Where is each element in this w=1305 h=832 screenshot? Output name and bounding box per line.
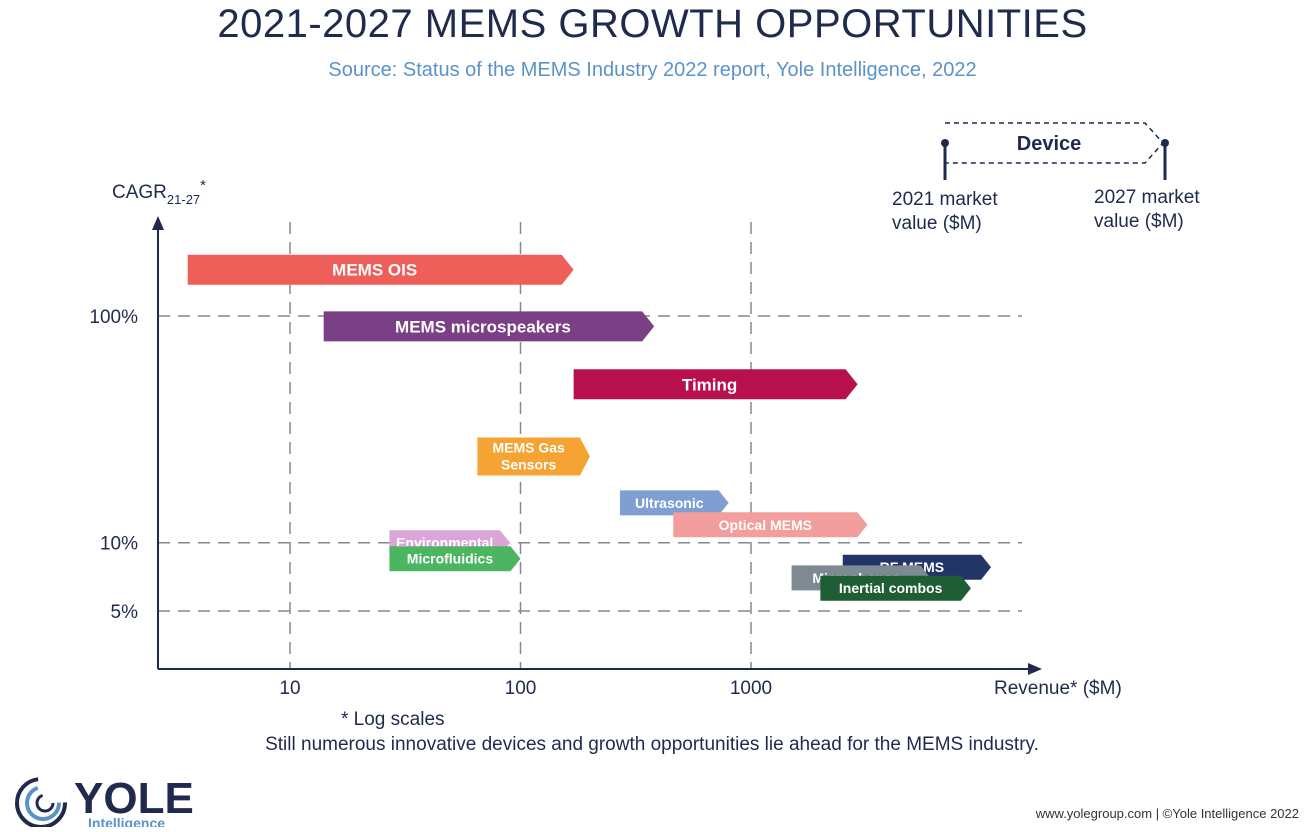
- legend-end-label-line1: 2027 market: [1094, 187, 1200, 208]
- device-arrow: Timing: [573, 369, 858, 400]
- device-arrow-shape: [389, 546, 521, 572]
- device-arrow-shape: [573, 369, 858, 400]
- x-axis-label: Revenue* ($M): [994, 678, 1122, 699]
- logo-text: YOLE: [74, 774, 194, 823]
- y-axis-label-star: *: [200, 177, 206, 194]
- device-arrow: Ultrasonic: [619, 490, 729, 516]
- yole-spiral-logo-icon: YOLE Intelligence: [15, 774, 194, 831]
- y-tick-label: 5%: [111, 602, 139, 623]
- device-arrow-shape: [477, 437, 590, 476]
- device-arrow: MEMS OIS: [187, 254, 574, 285]
- page-title: 2021-2027 MEMS GROWTH OPPORTUNITIES: [217, 2, 1088, 46]
- page-subtitle: Source: Status of the MEMS Industry 2022…: [328, 59, 977, 81]
- device-arrow: Optical MEMS: [673, 512, 868, 538]
- device-arrow-label: Sensors: [501, 457, 556, 473]
- device-arrows: MEMS OIS MEMS microspeakers Timing MEMS Gas…: [187, 254, 992, 601]
- device-arrow: Microfluidics: [389, 546, 521, 572]
- y-axis-label-main: CAGR: [112, 182, 167, 203]
- legend-device-label: Device: [1017, 133, 1082, 155]
- device-arrow-label: Microfluidics: [407, 551, 494, 567]
- device-arrow-label: MEMS Gas: [492, 440, 565, 456]
- device-arrow-label: Optical MEMS: [719, 517, 812, 533]
- x-tick-label: 100: [505, 678, 537, 699]
- legend-start-dot: [941, 139, 949, 147]
- device-arrow: Inertial combos: [820, 575, 971, 601]
- yole-logo: YOLE Intelligence: [8, 766, 198, 831]
- x-tick-label: 1000: [730, 678, 772, 699]
- device-arrow-shape: [323, 311, 655, 342]
- x-axis-arrowhead: [1028, 663, 1042, 675]
- device-arrow-shape: [820, 575, 971, 601]
- x-tick-label: 10: [279, 678, 300, 699]
- chart-axes: [152, 216, 1042, 675]
- y-axis-arrowhead: [152, 216, 164, 230]
- y-axis-label-sub: 21-27: [167, 192, 200, 207]
- tick-labels: 10 100 1000 5% 10% 100%: [89, 307, 772, 699]
- y-tick-label: 100%: [89, 307, 138, 328]
- grid-lines: [158, 222, 1022, 669]
- device-arrow-shape: [619, 490, 729, 516]
- y-tick-label: 10%: [100, 534, 138, 555]
- y-axis-label: CAGR21-27*: [112, 177, 206, 207]
- device-arrow-label: Ultrasonic: [635, 495, 704, 511]
- legend-end-label-line2: value ($M): [1094, 211, 1184, 232]
- chart-caption: Still numerous innovative devices and gr…: [265, 734, 1039, 755]
- legend-end-dot: [1161, 139, 1169, 147]
- device-arrow-label: Inertial combos: [839, 580, 943, 596]
- device-arrow-label: MEMS microspeakers: [395, 317, 571, 336]
- device-arrow-shape: [187, 254, 574, 285]
- device-arrow-label: Timing: [682, 375, 737, 394]
- footer-copyright: www.yolegroup.com | ©Yole Intelligence 2…: [1035, 806, 1299, 821]
- legend-start-label-line2: value ($M): [892, 213, 982, 234]
- device-arrow-label: MEMS OIS: [332, 261, 417, 280]
- log-scale-note: * Log scales: [341, 709, 445, 730]
- device-arrow: MEMS microspeakers: [323, 311, 655, 342]
- device-arrow-shape: [673, 512, 868, 538]
- legend: Device 2021 market value ($M) 2027 marke…: [892, 122, 1200, 234]
- logo-subtext: Intelligence: [88, 815, 165, 827]
- legend-start-label-line1: 2021 market: [892, 189, 998, 210]
